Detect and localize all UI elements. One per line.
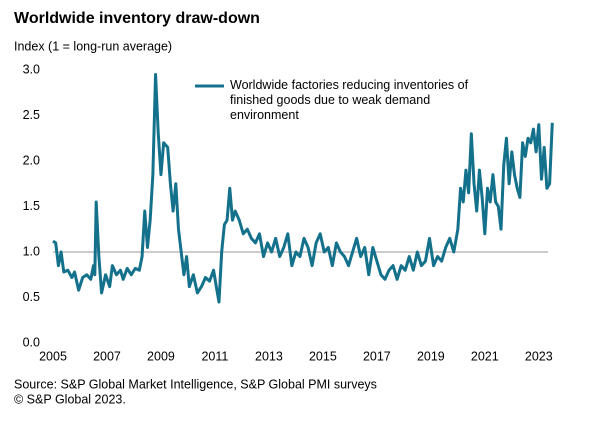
source-note: Source: S&P Global Market Intelligence, … — [14, 377, 377, 391]
x-tick-label: 2023 — [525, 349, 553, 363]
legend: Worldwide factories reducing inventories… — [230, 78, 469, 122]
legend-label: Worldwide factories reducing inventories… — [230, 78, 469, 122]
y-tick-label: 1.0 — [23, 244, 40, 258]
y-axis-label: Index (1 = long-run average) — [14, 39, 172, 53]
series-line — [52, 73, 554, 304]
x-tick-label: 2015 — [309, 349, 337, 363]
y-tick-label: 0.5 — [23, 290, 40, 304]
copyright-note: © S&P Global 2023. — [14, 392, 126, 406]
x-tick-label: 2011 — [201, 349, 228, 363]
y-tick-label: 0.0 — [23, 335, 40, 349]
y-tick-label: 3.0 — [23, 62, 40, 76]
x-tick-label: 2019 — [417, 349, 445, 363]
x-tick-label: 2009 — [147, 349, 175, 363]
y-tick-label: 2.0 — [23, 153, 40, 167]
x-tick-label: 2017 — [363, 349, 391, 363]
chart-title: Worldwide inventory draw-down — [14, 10, 260, 27]
y-tick-label: 2.5 — [23, 108, 40, 122]
y-tick-label: 1.5 — [23, 199, 40, 213]
x-tick-label: 2021 — [471, 349, 499, 363]
x-tick-label: 2007 — [93, 349, 121, 363]
x-tick-label: 2005 — [39, 349, 67, 363]
x-tick-label: 2013 — [255, 349, 283, 363]
